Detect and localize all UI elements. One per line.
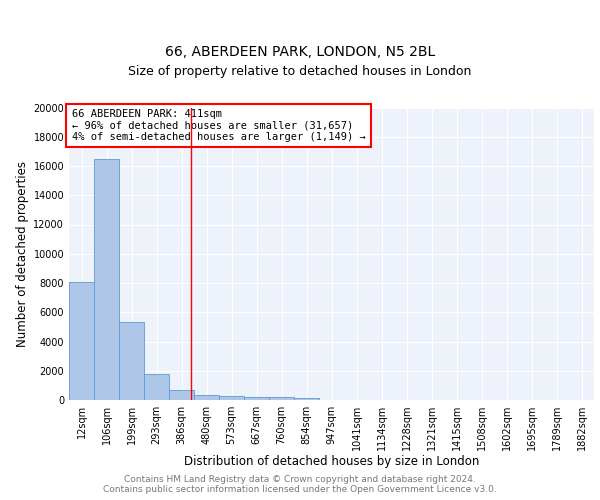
Text: Size of property relative to detached houses in London: Size of property relative to detached ho… (128, 64, 472, 78)
Bar (69, 282, 94, 400)
Text: Contains HM Land Registry data © Crown copyright and database right 2024.
Contai: Contains HM Land Registry data © Crown c… (103, 474, 497, 494)
Bar (244, 397, 269, 400)
Bar (144, 374, 169, 400)
Bar (269, 398, 294, 400)
Bar (169, 390, 194, 400)
Bar (219, 396, 244, 400)
Text: 66, ABERDEEN PARK, LONDON, N5 2BL: 66, ABERDEEN PARK, LONDON, N5 2BL (165, 46, 435, 60)
X-axis label: Distribution of detached houses by size in London: Distribution of detached houses by size … (184, 454, 479, 468)
Bar (294, 398, 319, 400)
Bar (194, 396, 219, 400)
Bar (94, 158, 119, 400)
Bar (119, 322, 144, 400)
Text: 66 ABERDEEN PARK: 411sqm
← 96% of detached houses are smaller (31,657)
4% of sem: 66 ABERDEEN PARK: 411sqm ← 96% of detach… (71, 109, 365, 142)
Y-axis label: Number of detached properties: Number of detached properties (16, 161, 29, 347)
